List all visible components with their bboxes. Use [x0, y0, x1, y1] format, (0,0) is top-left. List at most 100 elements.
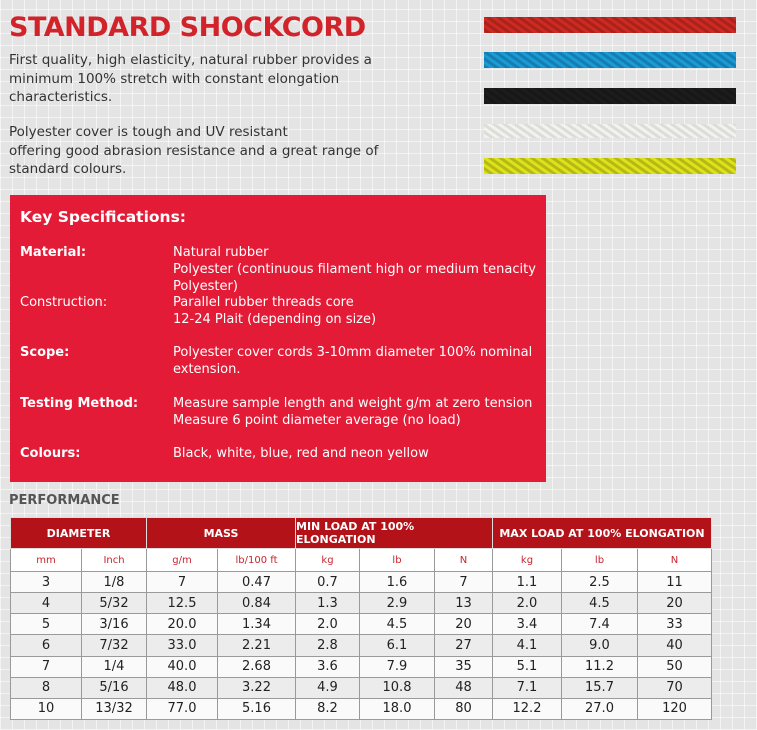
- table-cell: 2.68: [218, 656, 296, 678]
- table-cell: 11.2: [562, 656, 638, 678]
- unit-header: lb: [562, 549, 638, 572]
- table-cell: 18.0: [360, 698, 435, 720]
- spec-label: Colours:: [20, 446, 81, 461]
- paragraph-line: standard colours.: [9, 161, 127, 177]
- table-cell: 11: [638, 572, 712, 594]
- table-cell: 4: [10, 593, 82, 615]
- spec-value: 12-24 Plait (depending on size): [173, 311, 377, 327]
- table-cell: 7: [435, 572, 493, 594]
- paragraph-line: characteristics.: [9, 89, 113, 105]
- table-cell: 5: [10, 614, 82, 636]
- table-cell: 2.9: [360, 593, 435, 615]
- table-cell: 7: [147, 572, 218, 594]
- paragraph-line: offering good abrasion resistance and a …: [9, 142, 379, 159]
- spec-value: extension.: [173, 361, 241, 377]
- table-cell: 27: [435, 635, 493, 657]
- spec-title: Key Specifications:: [20, 208, 186, 226]
- unit-header: mm: [10, 549, 82, 572]
- unit-header: lb/100 ft: [218, 549, 296, 572]
- spec-box: Key Specifications: Material: Natural rub…: [10, 195, 546, 482]
- spec-value: Natural rubber: [173, 245, 269, 260]
- spec-label: Scope:: [20, 345, 70, 360]
- spec-label: Material:: [20, 245, 87, 260]
- table-cell: 120: [638, 698, 712, 720]
- title: STANDARD SHOCKCORD: [9, 12, 366, 43]
- spec-value: Polyester (continuous filament high or m…: [173, 261, 536, 277]
- table-cell: 40.0: [147, 656, 218, 678]
- table-cell: 8: [10, 677, 82, 699]
- table-cell: 35: [435, 656, 493, 678]
- table-cell: 13/32: [82, 698, 147, 720]
- table-cell: 7.1: [493, 677, 562, 699]
- performance-title: PERFORMANCE: [9, 493, 120, 508]
- table-cell: 7: [10, 656, 82, 678]
- table-cell: 4.5: [562, 593, 638, 615]
- table-cell: 3.4: [493, 614, 562, 636]
- spec-value: Polyester): [173, 278, 238, 294]
- table-cell: 4.1: [493, 635, 562, 657]
- table-cell: 0.84: [218, 593, 296, 615]
- unit-header: lb: [360, 549, 435, 572]
- table-cell: 9.0: [562, 635, 638, 657]
- table-cell: 1.6: [360, 572, 435, 594]
- table-cell: 3.22: [218, 677, 296, 699]
- paragraph-line: minimum 100% stretch with constant elong…: [9, 70, 340, 87]
- table-cell: 0.47: [218, 572, 296, 594]
- unit-header: N: [638, 549, 712, 572]
- table-cell: 48.0: [147, 677, 218, 699]
- table-cell: 10: [10, 698, 82, 720]
- table-cell: 7.9: [360, 656, 435, 678]
- table-cell: 15.7: [562, 677, 638, 699]
- spec-label: Construction:: [20, 295, 108, 310]
- table-cell: 48: [435, 677, 493, 699]
- table-cell: 6.1: [360, 635, 435, 657]
- table-cell: 7/32: [82, 635, 147, 657]
- table-cell: 4.5: [360, 614, 435, 636]
- table-cell: 1.3: [296, 593, 360, 615]
- table-cell: 27.0: [562, 698, 638, 720]
- paragraph-line: Polyester cover is tough and UV resistan…: [9, 124, 288, 140]
- table-cell: 3: [10, 572, 82, 594]
- table-cell: 5/32: [82, 593, 147, 615]
- table-cell: 8.2: [296, 698, 360, 720]
- table-cell: 2.0: [296, 614, 360, 636]
- table-cell: 7.4: [562, 614, 638, 636]
- table-cell: 4.9: [296, 677, 360, 699]
- table-cell: 1.34: [218, 614, 296, 636]
- table-cell: 0.7: [296, 572, 360, 594]
- table-cell: 12.5: [147, 593, 218, 615]
- spec-value: Black, white, blue, red and neon yellow: [173, 446, 429, 461]
- group-header: MIN LOAD AT 100% ELONGATION: [296, 517, 493, 549]
- table-cell: 1.1: [493, 572, 562, 594]
- table-cell: 20: [638, 593, 712, 615]
- group-header: DIAMETER: [10, 517, 147, 549]
- table-cell: 33: [638, 614, 712, 636]
- table-cell: 80: [435, 698, 493, 720]
- table-cell: 10.8: [360, 677, 435, 699]
- unit-header: N: [435, 549, 493, 572]
- table-cell: 3.6: [296, 656, 360, 678]
- unit-header: Inch: [82, 549, 147, 572]
- table-cell: 13: [435, 593, 493, 615]
- table-cell: 5/16: [82, 677, 147, 699]
- spec-value: Polyester cover cords 3-10mm diameter 10…: [173, 345, 533, 360]
- group-header: MAX LOAD AT 100% ELONGATION: [493, 517, 712, 549]
- unit-header: kg: [296, 549, 360, 572]
- table-cell: 2.0: [493, 593, 562, 615]
- table-cell: 2.8: [296, 635, 360, 657]
- table-cell: 1/4: [82, 656, 147, 678]
- table-cell: 70: [638, 677, 712, 699]
- table-cell: 3/16: [82, 614, 147, 636]
- table-cell: 6: [10, 635, 82, 657]
- table-cell: 2.21: [218, 635, 296, 657]
- table-cell: 5.1: [493, 656, 562, 678]
- table-cell: 5.16: [218, 698, 296, 720]
- table-cell: 33.0: [147, 635, 218, 657]
- unit-header: g/m: [147, 549, 218, 572]
- table-cell: 12.2: [493, 698, 562, 720]
- paragraph-line: First quality, high elasticity, natural …: [9, 52, 372, 68]
- table-cell: 77.0: [147, 698, 218, 720]
- table-cell: 20.0: [147, 614, 218, 636]
- table-cell: 2.5: [562, 572, 638, 594]
